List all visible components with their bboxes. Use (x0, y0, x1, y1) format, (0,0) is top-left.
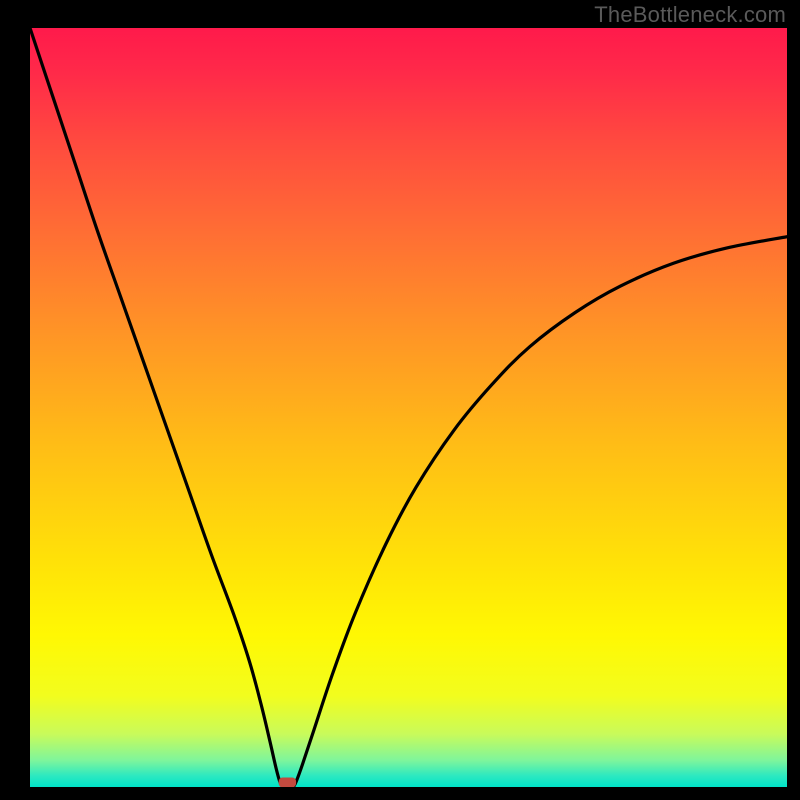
plot-area (30, 28, 787, 787)
chart-frame: TheBottleneck.com (0, 0, 800, 800)
chart-svg (30, 28, 787, 787)
watermark-text: TheBottleneck.com (594, 2, 786, 28)
minimum-marker (279, 778, 296, 787)
gradient-background (30, 28, 787, 787)
